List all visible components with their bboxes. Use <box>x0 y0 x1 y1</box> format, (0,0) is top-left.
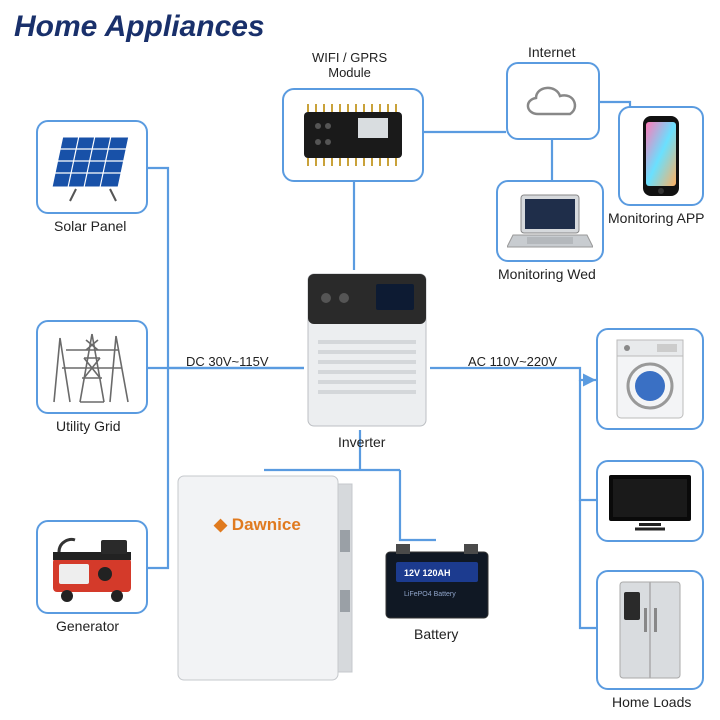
washing-machine-icon <box>611 336 689 422</box>
ac-edge-label: AC 110V~220V <box>468 354 557 369</box>
cloud-icon <box>518 78 588 124</box>
inverter-device <box>304 270 430 430</box>
utility-grid-node <box>36 320 148 414</box>
generator-node <box>36 520 148 614</box>
powerwall-brand-text: ◆ Dawnice <box>213 515 301 534</box>
page-title: Home Appliances <box>14 10 265 44</box>
inverter-icon <box>304 270 430 430</box>
internet-cloud-node <box>506 62 600 140</box>
wifi-label: WIFI / GPRS Module <box>312 50 387 80</box>
generator-icon <box>45 530 139 604</box>
tv-icon <box>605 471 695 531</box>
tv-node <box>596 460 704 542</box>
powerwall-device: ◆ Dawnice <box>172 470 358 690</box>
battery-device: 12V 120AH LiFePO4 Battery <box>382 540 492 622</box>
battery-label: Battery <box>414 626 458 642</box>
pcb-icon <box>298 102 408 168</box>
laptop-icon <box>507 191 593 251</box>
power-tower-icon <box>46 328 138 406</box>
solar-panel-icon <box>46 131 138 203</box>
monitoring-web-label: Monitoring Wed <box>498 266 596 282</box>
solar-label: Solar Panel <box>54 218 126 234</box>
wifi-module-node <box>282 88 424 182</box>
grid-label: Utility Grid <box>56 418 121 434</box>
svg-text:12V 120AH: 12V 120AH <box>404 568 451 578</box>
fridge-node <box>596 570 704 690</box>
powerwall-icon: ◆ Dawnice <box>172 470 358 690</box>
dc-edge-label: DC 30V~115V <box>186 354 269 369</box>
home-loads-label: Home Loads <box>612 694 691 710</box>
battery-icon: 12V 120AH LiFePO4 Battery <box>382 540 492 622</box>
svg-text:LiFePO4 Battery: LiFePO4 Battery <box>404 591 456 598</box>
internet-label: Internet <box>528 44 575 60</box>
generator-label: Generator <box>56 618 119 634</box>
washer-node <box>596 328 704 430</box>
monitoring-app-label: Monitoring APP <box>608 210 705 226</box>
inverter-label: Inverter <box>338 434 385 450</box>
phone-node <box>618 106 704 206</box>
fridge-icon <box>614 578 686 682</box>
laptop-node <box>496 180 604 262</box>
smartphone-icon <box>637 114 685 198</box>
solar-panel-node <box>36 120 148 214</box>
